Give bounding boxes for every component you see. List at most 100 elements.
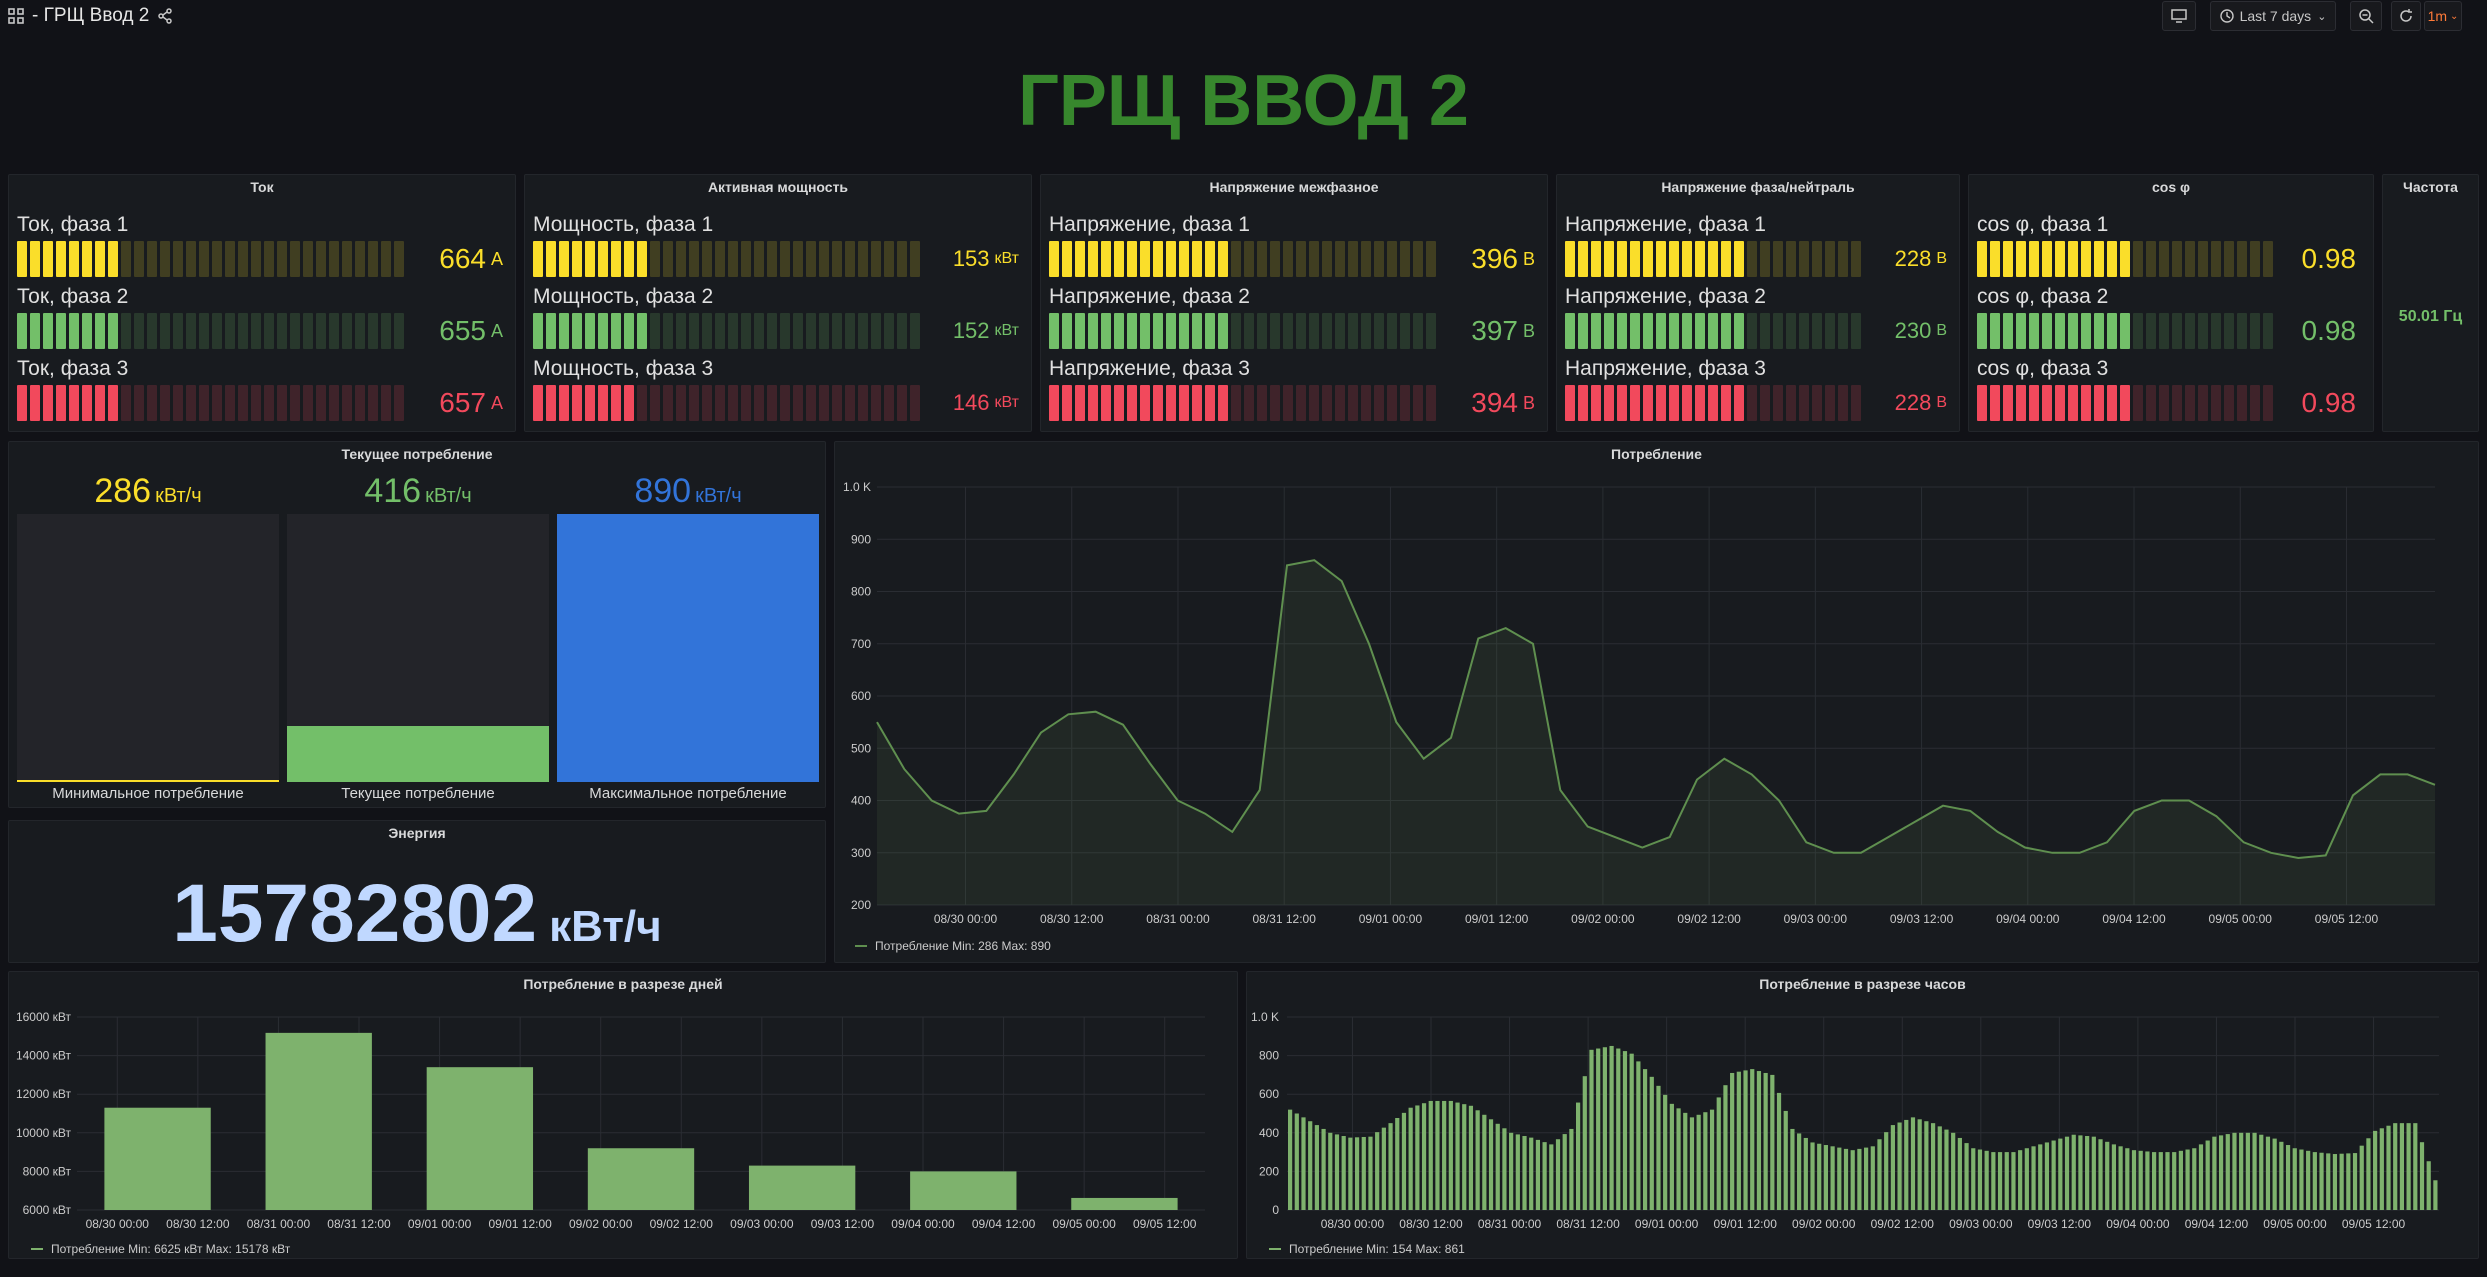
- hourly-bar[interactable]: [1696, 1114, 1701, 1210]
- zoom-out-button[interactable]: [2350, 1, 2382, 31]
- hourly-bar[interactable]: [1951, 1132, 1956, 1210]
- chart-legend[interactable]: Потребление Min: 6625 кВт Max: 15178 кВт: [31, 1242, 290, 1256]
- hourly-bar[interactable]: [2172, 1152, 2177, 1210]
- hourly-bar[interactable]: [2205, 1140, 2210, 1210]
- hourly-bar[interactable]: [1803, 1137, 1808, 1210]
- hourly-bar[interactable]: [2165, 1152, 2170, 1210]
- hourly-bar[interactable]: [1797, 1133, 1802, 1210]
- hourly-bar[interactable]: [2078, 1135, 2083, 1210]
- hourly-bar[interactable]: [1569, 1128, 1574, 1210]
- hourly-bar[interactable]: [2044, 1142, 2050, 1210]
- hourly-bar[interactable]: [1596, 1048, 1601, 1210]
- hourly-bar[interactable]: [1636, 1061, 1641, 1210]
- hourly-bar[interactable]: [1294, 1113, 1299, 1211]
- hourly-bar[interactable]: [1783, 1110, 1788, 1210]
- daily-bar[interactable]: [910, 1171, 1017, 1210]
- hourly-bar[interactable]: [1676, 1108, 1681, 1210]
- hourly-bar[interactable]: [1756, 1071, 1762, 1210]
- hourly-bar[interactable]: [1428, 1100, 1433, 1210]
- hourly-bar[interactable]: [1910, 1117, 1916, 1210]
- hourly-bar[interactable]: [2319, 1152, 2324, 1210]
- hourly-bar[interactable]: [2245, 1132, 2250, 1210]
- hourly-bar[interactable]: [2198, 1144, 2204, 1210]
- hourly-bar[interactable]: [2326, 1153, 2331, 1210]
- hourly-bar[interactable]: [1736, 1071, 1741, 1210]
- hourly-bar[interactable]: [1314, 1125, 1319, 1210]
- hourly-bar[interactable]: [2118, 1146, 2123, 1210]
- hourly-bar[interactable]: [2004, 1152, 2009, 1210]
- hourly-bar[interactable]: [1843, 1148, 1849, 1210]
- hourly-bar[interactable]: [1857, 1148, 1862, 1210]
- hourly-bar[interactable]: [1502, 1128, 1507, 1210]
- hourly-bar[interactable]: [1884, 1132, 1889, 1210]
- hourly-bar[interactable]: [2433, 1180, 2438, 1210]
- hourly-bar[interactable]: [1904, 1119, 1909, 1210]
- hourly-bar[interactable]: [1944, 1129, 1949, 1210]
- hourly-bar[interactable]: [2038, 1144, 2043, 1210]
- hourly-bar[interactable]: [2011, 1152, 2016, 1210]
- hourly-bar[interactable]: [1388, 1123, 1393, 1210]
- hourly-bar[interactable]: [1964, 1143, 1969, 1210]
- hourly-bar[interactable]: [1408, 1107, 1413, 1210]
- hourly-bar[interactable]: [1669, 1103, 1674, 1210]
- hourly-bar[interactable]: [2426, 1161, 2431, 1210]
- hourly-bar[interactable]: [1930, 1123, 1936, 1210]
- hourly-bar[interactable]: [2339, 1153, 2344, 1210]
- hourly-bar[interactable]: [1750, 1069, 1755, 1210]
- hourly-bar[interactable]: [2212, 1136, 2217, 1210]
- hourly-bar[interactable]: [1509, 1132, 1514, 1210]
- hourly-bar[interactable]: [1482, 1114, 1487, 1210]
- hourly-bar[interactable]: [1971, 1148, 1976, 1210]
- hourly-bar[interactable]: [1576, 1102, 1581, 1210]
- hourly-bar[interactable]: [2386, 1125, 2391, 1210]
- hourly-bar[interactable]: [1850, 1150, 1855, 1210]
- hourly-bar[interactable]: [2145, 1151, 2150, 1210]
- hourly-bar[interactable]: [1341, 1136, 1346, 1210]
- hourly-bar[interactable]: [2064, 1136, 2070, 1210]
- hourly-bar[interactable]: [2232, 1132, 2237, 1210]
- hourly-bar[interactable]: [2085, 1136, 2090, 1210]
- hourly-bar[interactable]: [2138, 1150, 2143, 1210]
- hourly-bar[interactable]: [1917, 1119, 1922, 1210]
- hourly-bar[interactable]: [2419, 1142, 2425, 1210]
- hourly-bar[interactable]: [1683, 1112, 1688, 1210]
- hourly-bar[interactable]: [1924, 1121, 1929, 1210]
- hourly-bar[interactable]: [1977, 1149, 1983, 1210]
- hourly-bar[interactable]: [1663, 1094, 1668, 1210]
- hourly-bar[interactable]: [1401, 1112, 1407, 1210]
- dashboard-title-text[interactable]: - ГРЩ Ввод 2: [32, 5, 150, 26]
- hourly-bar[interactable]: [1462, 1104, 1467, 1210]
- hourly-bar[interactable]: [2178, 1150, 2183, 1210]
- hourly-bar[interactable]: [2373, 1130, 2378, 1210]
- hourly-bar[interactable]: [2111, 1144, 2117, 1210]
- hourly-bar[interactable]: [2399, 1123, 2405, 1210]
- hourly-bar[interactable]: [2071, 1134, 2076, 1210]
- hourly-bar[interactable]: [1770, 1074, 1775, 1210]
- hourly-bar[interactable]: [2406, 1123, 2411, 1210]
- hourly-bar[interactable]: [1468, 1105, 1474, 1210]
- hourly-bar[interactable]: [1830, 1146, 1835, 1210]
- hourly-bar[interactable]: [1642, 1069, 1648, 1210]
- hourly-bar[interactable]: [2105, 1141, 2110, 1210]
- hourly-bar[interactable]: [1937, 1126, 1942, 1210]
- hourly-bar[interactable]: [1448, 1100, 1453, 1210]
- hourly-bar[interactable]: [1542, 1142, 1547, 1210]
- hourly-bar[interactable]: [2346, 1153, 2351, 1210]
- hourly-bar[interactable]: [1776, 1092, 1782, 1210]
- hourly-bar[interactable]: [1421, 1103, 1427, 1210]
- hourly-bar[interactable]: [1361, 1136, 1366, 1210]
- daily-bar[interactable]: [587, 1148, 695, 1210]
- hourly-bar[interactable]: [1368, 1136, 1373, 1210]
- hourly-bar[interactable]: [1649, 1076, 1654, 1210]
- hourly-bar[interactable]: [1897, 1122, 1902, 1210]
- hourly-bar[interactable]: [1763, 1072, 1768, 1210]
- hourly-bar[interactable]: [1549, 1144, 1554, 1210]
- refresh-button[interactable]: [2391, 1, 2421, 31]
- hourly-bar[interactable]: [1435, 1100, 1440, 1210]
- hourly-bar[interactable]: [2252, 1132, 2257, 1210]
- share-icon[interactable]: [157, 8, 173, 24]
- hourly-bar[interactable]: [2265, 1136, 2271, 1210]
- refresh-interval-picker[interactable]: 1m ⌄: [2424, 1, 2462, 31]
- hourly-bar[interactable]: [1716, 1097, 1721, 1210]
- hourly-bar[interactable]: [1301, 1117, 1306, 1210]
